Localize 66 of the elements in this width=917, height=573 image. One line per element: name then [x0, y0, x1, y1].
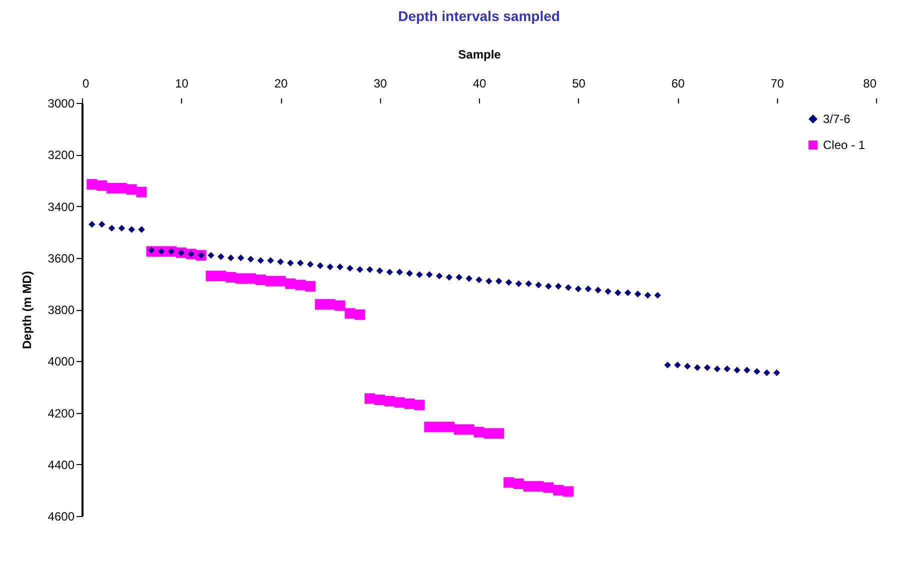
point — [414, 400, 425, 410]
point — [394, 397, 405, 408]
point — [513, 478, 524, 489]
x-tick-label: 30 — [374, 76, 388, 90]
point — [236, 273, 246, 284]
point — [86, 179, 98, 190]
point — [464, 424, 474, 435]
point — [404, 398, 415, 409]
point — [226, 272, 236, 282]
point — [126, 184, 137, 195]
point — [474, 426, 484, 438]
y-tick-label: 4200 — [48, 406, 75, 420]
point — [504, 477, 514, 488]
point — [216, 270, 226, 282]
y-tick-label: 3000 — [48, 96, 75, 110]
point — [324, 299, 336, 310]
y-tick-label: 4000 — [48, 354, 75, 369]
x-tick-label: 70 — [770, 76, 784, 90]
point — [344, 308, 356, 319]
x-tick-label: 40 — [472, 76, 486, 90]
y-axis-title: Depth (m MD) — [20, 271, 34, 349]
y-tick-label: 4600 — [48, 510, 75, 524]
point — [285, 278, 296, 289]
point — [543, 482, 554, 493]
x-tick-label: 10 — [175, 76, 189, 90]
point — [563, 486, 574, 497]
point — [374, 394, 385, 406]
point — [424, 422, 435, 432]
point — [494, 428, 504, 439]
point — [533, 481, 544, 492]
y-tick-label: 4400 — [48, 458, 75, 472]
point — [364, 393, 376, 404]
y-tick-label: 3400 — [48, 200, 75, 214]
point — [454, 424, 464, 435]
point — [354, 309, 366, 320]
y-tick-label: 3200 — [48, 148, 75, 162]
x-axis-title: Sample — [458, 48, 502, 62]
chart-title: Depth intervals sampled — [398, 8, 560, 24]
point — [314, 299, 326, 310]
point — [116, 182, 127, 194]
point — [523, 481, 534, 492]
x-tick-label: 80 — [863, 76, 877, 90]
point — [265, 276, 276, 286]
x-tick-label: 60 — [671, 76, 685, 90]
y-tick-label: 3600 — [48, 251, 75, 266]
point — [96, 180, 108, 191]
point — [245, 273, 256, 284]
point — [106, 182, 118, 194]
x-tick-label: 50 — [572, 76, 586, 90]
point — [434, 422, 445, 432]
point — [384, 396, 395, 406]
point — [206, 270, 216, 282]
x-tick-label: 0 — [82, 76, 90, 90]
point — [444, 422, 454, 432]
point — [295, 280, 306, 290]
point — [484, 428, 494, 439]
point — [334, 300, 346, 311]
point — [305, 281, 316, 292]
point — [255, 274, 266, 286]
legend-label: 3/7-6 — [823, 112, 851, 126]
legend-label: Cleo - 1 — [823, 138, 866, 152]
x-tick-label: 20 — [274, 76, 288, 90]
point — [553, 484, 564, 496]
point — [136, 186, 147, 198]
point — [275, 276, 286, 286]
y-tick-label: 3800 — [48, 303, 75, 317]
